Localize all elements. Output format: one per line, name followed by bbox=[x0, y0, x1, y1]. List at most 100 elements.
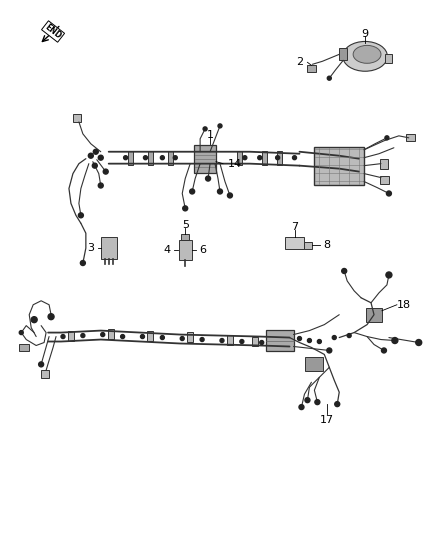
Bar bbox=[304, 241, 312, 248]
Circle shape bbox=[327, 348, 332, 353]
Text: 1: 1 bbox=[207, 130, 214, 140]
Circle shape bbox=[31, 317, 37, 322]
Bar bbox=[380, 159, 388, 168]
Bar bbox=[305, 358, 323, 372]
Circle shape bbox=[205, 176, 211, 181]
Bar bbox=[252, 336, 258, 346]
Circle shape bbox=[342, 269, 347, 273]
Text: 2: 2 bbox=[296, 58, 303, 67]
Circle shape bbox=[315, 400, 320, 405]
Circle shape bbox=[101, 333, 105, 336]
Circle shape bbox=[347, 334, 351, 337]
Text: 7: 7 bbox=[291, 222, 298, 232]
Circle shape bbox=[385, 136, 389, 140]
Circle shape bbox=[386, 272, 392, 278]
Circle shape bbox=[200, 337, 204, 342]
Bar bbox=[237, 151, 242, 165]
Circle shape bbox=[335, 402, 340, 407]
Circle shape bbox=[61, 335, 65, 338]
Text: 4: 4 bbox=[164, 245, 171, 255]
Circle shape bbox=[307, 338, 311, 343]
Circle shape bbox=[48, 314, 54, 320]
Circle shape bbox=[81, 261, 85, 265]
Bar bbox=[307, 65, 316, 72]
Text: 9: 9 bbox=[361, 29, 369, 39]
Bar bbox=[108, 329, 114, 338]
Circle shape bbox=[240, 340, 244, 343]
Circle shape bbox=[98, 155, 103, 160]
Circle shape bbox=[173, 156, 177, 160]
Circle shape bbox=[98, 183, 103, 188]
Circle shape bbox=[227, 193, 233, 198]
Circle shape bbox=[78, 213, 83, 218]
Bar bbox=[266, 329, 293, 351]
Bar bbox=[181, 234, 189, 240]
Circle shape bbox=[381, 348, 386, 353]
Bar bbox=[277, 151, 282, 165]
Circle shape bbox=[332, 336, 336, 340]
Circle shape bbox=[81, 334, 85, 337]
Ellipse shape bbox=[353, 45, 381, 63]
Bar bbox=[41, 370, 49, 378]
Text: END: END bbox=[43, 22, 63, 41]
Text: 3: 3 bbox=[87, 243, 94, 253]
Circle shape bbox=[92, 163, 97, 168]
Circle shape bbox=[160, 336, 164, 340]
Circle shape bbox=[293, 156, 297, 160]
Circle shape bbox=[220, 338, 224, 343]
Circle shape bbox=[160, 156, 164, 160]
Circle shape bbox=[218, 124, 222, 128]
Circle shape bbox=[39, 362, 44, 367]
Circle shape bbox=[141, 335, 145, 338]
Circle shape bbox=[183, 206, 188, 211]
Bar bbox=[168, 151, 173, 165]
Bar bbox=[101, 237, 117, 259]
Bar bbox=[19, 343, 29, 351]
Circle shape bbox=[144, 156, 148, 160]
Circle shape bbox=[276, 156, 279, 160]
Bar bbox=[385, 54, 392, 63]
Bar bbox=[128, 151, 133, 165]
Bar bbox=[187, 332, 193, 342]
Bar bbox=[285, 237, 304, 249]
Circle shape bbox=[297, 336, 301, 341]
Text: 5: 5 bbox=[182, 220, 189, 230]
Circle shape bbox=[120, 335, 124, 338]
Circle shape bbox=[386, 191, 392, 196]
Circle shape bbox=[103, 169, 108, 174]
Bar bbox=[179, 240, 192, 260]
Circle shape bbox=[318, 340, 321, 343]
Circle shape bbox=[180, 336, 184, 341]
Circle shape bbox=[218, 189, 223, 194]
Circle shape bbox=[416, 340, 422, 345]
Text: 8: 8 bbox=[323, 240, 330, 250]
Text: 17: 17 bbox=[320, 415, 334, 425]
Circle shape bbox=[305, 398, 310, 402]
Bar bbox=[406, 134, 415, 141]
Circle shape bbox=[327, 76, 331, 80]
Circle shape bbox=[299, 405, 304, 409]
Bar bbox=[314, 147, 364, 184]
Circle shape bbox=[260, 341, 264, 344]
Circle shape bbox=[203, 127, 207, 131]
Bar bbox=[366, 308, 382, 321]
Bar bbox=[148, 151, 153, 165]
Bar bbox=[73, 114, 81, 122]
Bar bbox=[381, 175, 389, 183]
Bar bbox=[262, 151, 267, 165]
Circle shape bbox=[93, 149, 98, 154]
Text: 18: 18 bbox=[397, 300, 411, 310]
Circle shape bbox=[124, 156, 127, 160]
Ellipse shape bbox=[343, 42, 388, 71]
Bar bbox=[339, 49, 347, 60]
Bar bbox=[194, 145, 216, 173]
Circle shape bbox=[243, 156, 247, 160]
Bar bbox=[68, 330, 74, 341]
Text: 6: 6 bbox=[200, 245, 207, 255]
Circle shape bbox=[190, 189, 194, 194]
Circle shape bbox=[258, 156, 262, 160]
Bar bbox=[227, 335, 233, 344]
Circle shape bbox=[88, 153, 93, 158]
Circle shape bbox=[392, 337, 398, 343]
Circle shape bbox=[19, 330, 23, 335]
